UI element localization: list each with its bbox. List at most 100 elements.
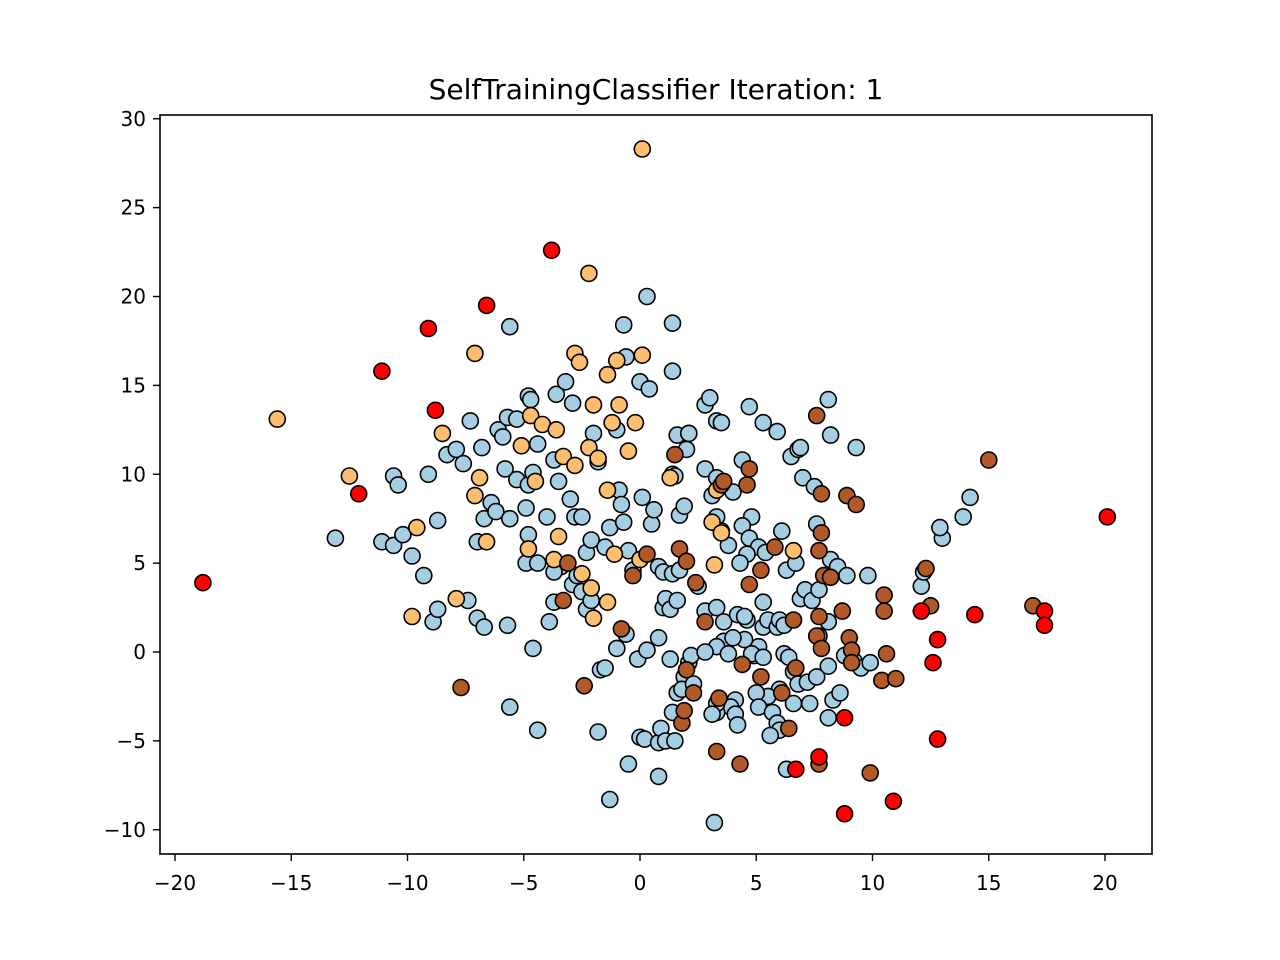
data-point xyxy=(861,653,880,672)
data-point xyxy=(877,644,896,663)
data-point xyxy=(521,390,540,409)
data-point xyxy=(679,424,698,443)
data-point xyxy=(807,668,826,686)
y-tick-label: 10 xyxy=(121,462,146,486)
data-point xyxy=(610,396,628,414)
data-point xyxy=(700,388,719,407)
data-point xyxy=(724,628,742,647)
data-point xyxy=(603,413,621,432)
data-point xyxy=(831,684,849,702)
data-point xyxy=(686,573,705,592)
y-tick-label: 30 xyxy=(121,107,146,131)
x-tick-label: 5 xyxy=(750,871,763,895)
data-point xyxy=(835,708,854,727)
data-point xyxy=(554,591,573,610)
data-point xyxy=(810,607,828,626)
data-point xyxy=(928,630,947,649)
plot-area xyxy=(159,114,1153,855)
data-point xyxy=(433,424,452,443)
data-point xyxy=(640,380,659,398)
y-tick-label: 20 xyxy=(121,285,146,309)
data-point xyxy=(473,438,491,457)
data-point xyxy=(807,406,826,425)
data-point xyxy=(528,435,547,453)
data-point xyxy=(791,438,810,457)
data-point xyxy=(912,577,931,596)
data-point xyxy=(326,529,345,548)
data-point xyxy=(924,653,942,672)
data-point xyxy=(194,573,212,592)
data-point xyxy=(340,467,359,485)
data-point xyxy=(714,612,733,631)
data-point xyxy=(719,644,738,663)
data-point xyxy=(875,586,893,604)
data-point xyxy=(835,804,854,823)
data-point xyxy=(268,410,287,428)
data-point xyxy=(810,541,828,560)
data-point xyxy=(733,655,752,674)
data-point xyxy=(612,620,631,638)
data-point xyxy=(584,609,603,628)
series-2 xyxy=(452,406,1042,782)
data-point xyxy=(528,721,547,740)
data-point xyxy=(661,650,680,668)
data-point xyxy=(573,508,591,526)
data-point xyxy=(752,561,770,580)
data-point xyxy=(607,351,626,370)
data-point xyxy=(561,490,580,508)
data-point xyxy=(1098,508,1117,526)
data-point xyxy=(528,554,547,572)
data-point xyxy=(819,390,838,409)
data-point xyxy=(931,518,949,537)
data-point xyxy=(707,742,726,761)
x-tick-label: −5 xyxy=(509,871,538,895)
data-point xyxy=(524,639,542,658)
x-tick-label: 10 xyxy=(860,871,885,895)
data-point xyxy=(500,317,519,336)
data-point xyxy=(677,660,696,679)
data-point xyxy=(642,515,661,533)
data-point xyxy=(740,575,759,594)
data-point xyxy=(663,362,682,381)
data-point xyxy=(833,602,852,620)
series-0 xyxy=(326,287,979,832)
data-point xyxy=(754,648,773,667)
data-point xyxy=(452,678,470,697)
data-point xyxy=(714,472,733,491)
data-point xyxy=(461,412,480,430)
data-point xyxy=(886,669,905,688)
data-point xyxy=(600,790,619,809)
data-point xyxy=(793,468,812,487)
data-point xyxy=(619,442,638,460)
data-point xyxy=(779,719,798,738)
data-point xyxy=(477,296,496,315)
x-axis: −20 −15 −10 −5 0 5 10 15 20 xyxy=(154,854,1118,895)
data-point xyxy=(684,684,703,702)
data-point xyxy=(649,628,668,647)
data-point xyxy=(712,524,731,542)
data-point xyxy=(614,316,633,334)
y-tick-label: 25 xyxy=(121,196,146,220)
data-point xyxy=(738,476,756,494)
data-point xyxy=(607,639,626,658)
data-point xyxy=(784,611,803,629)
data-point xyxy=(547,385,566,404)
data-point xyxy=(517,499,535,517)
data-point xyxy=(538,508,556,526)
y-tick-label: 15 xyxy=(121,373,146,397)
data-point xyxy=(426,401,445,420)
data-point xyxy=(638,545,656,564)
data-point xyxy=(1035,616,1054,635)
data-point xyxy=(645,500,663,519)
y-tick-label: −5 xyxy=(117,729,146,753)
data-point xyxy=(633,346,652,365)
data-point xyxy=(407,518,426,537)
data-point xyxy=(747,684,766,702)
data-point xyxy=(549,527,568,546)
data-point xyxy=(761,726,780,745)
y-tick-label: 0 xyxy=(133,640,146,664)
y-axis: −10 −5 0 5 10 15 20 25 30 xyxy=(104,107,160,842)
data-point xyxy=(728,716,747,734)
data-point xyxy=(838,566,856,585)
data-point xyxy=(735,607,754,626)
